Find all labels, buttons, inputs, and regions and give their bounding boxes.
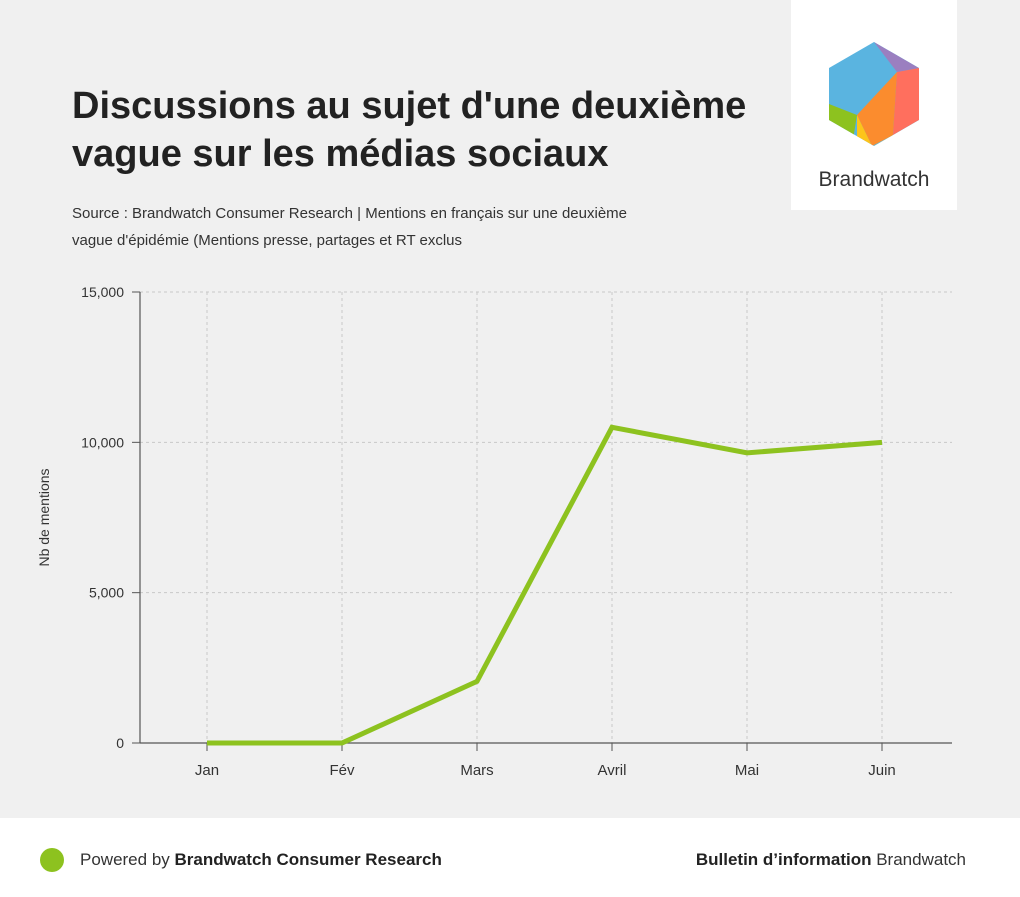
- y-axis-label: Nb de mentions: [36, 468, 52, 566]
- legend-dot-icon: [40, 848, 64, 872]
- y-tick-label: 0: [116, 735, 124, 751]
- series-line: [207, 424, 883, 746]
- hexagon-logo-icon: [829, 42, 919, 146]
- line-chart: 0 5,000 10,000 15,000 Jan Fév Mars Avril Mai Juin…: [36, 284, 952, 779]
- y-tick-label: 10,000: [81, 434, 124, 450]
- footer: Powered by Brandwatch Consumer Research …: [0, 818, 1020, 897]
- powered-by: Powered by Brandwatch Consumer Research: [80, 850, 442, 869]
- powered-by-brand: Brandwatch Consumer Research: [174, 850, 442, 869]
- brand-logo: Brandwatch: [791, 0, 957, 210]
- x-tick-label: Jan: [195, 762, 219, 779]
- brand-name: Brandwatch: [818, 168, 930, 191]
- x-tick-label: Avril: [598, 762, 627, 779]
- bulletin-credit: Bulletin d’information Brandwatch: [695, 850, 966, 869]
- x-tick-label: Fév: [329, 762, 355, 779]
- chart-card: Discussions au sujet d'une deuxième vagu…: [0, 0, 1020, 818]
- x-tick-label: Mars: [460, 762, 493, 779]
- chart-subtitle: Source : Brandwatch Consumer Research | …: [72, 205, 628, 249]
- x-tick-label: Juin: [868, 762, 896, 779]
- page-title: Discussions au sujet d'une deuxième vagu…: [72, 85, 747, 175]
- x-tick-label: Mai: [735, 762, 759, 779]
- y-tick-label: 15,000: [81, 284, 124, 300]
- y-tick-label: 5,000: [89, 585, 124, 601]
